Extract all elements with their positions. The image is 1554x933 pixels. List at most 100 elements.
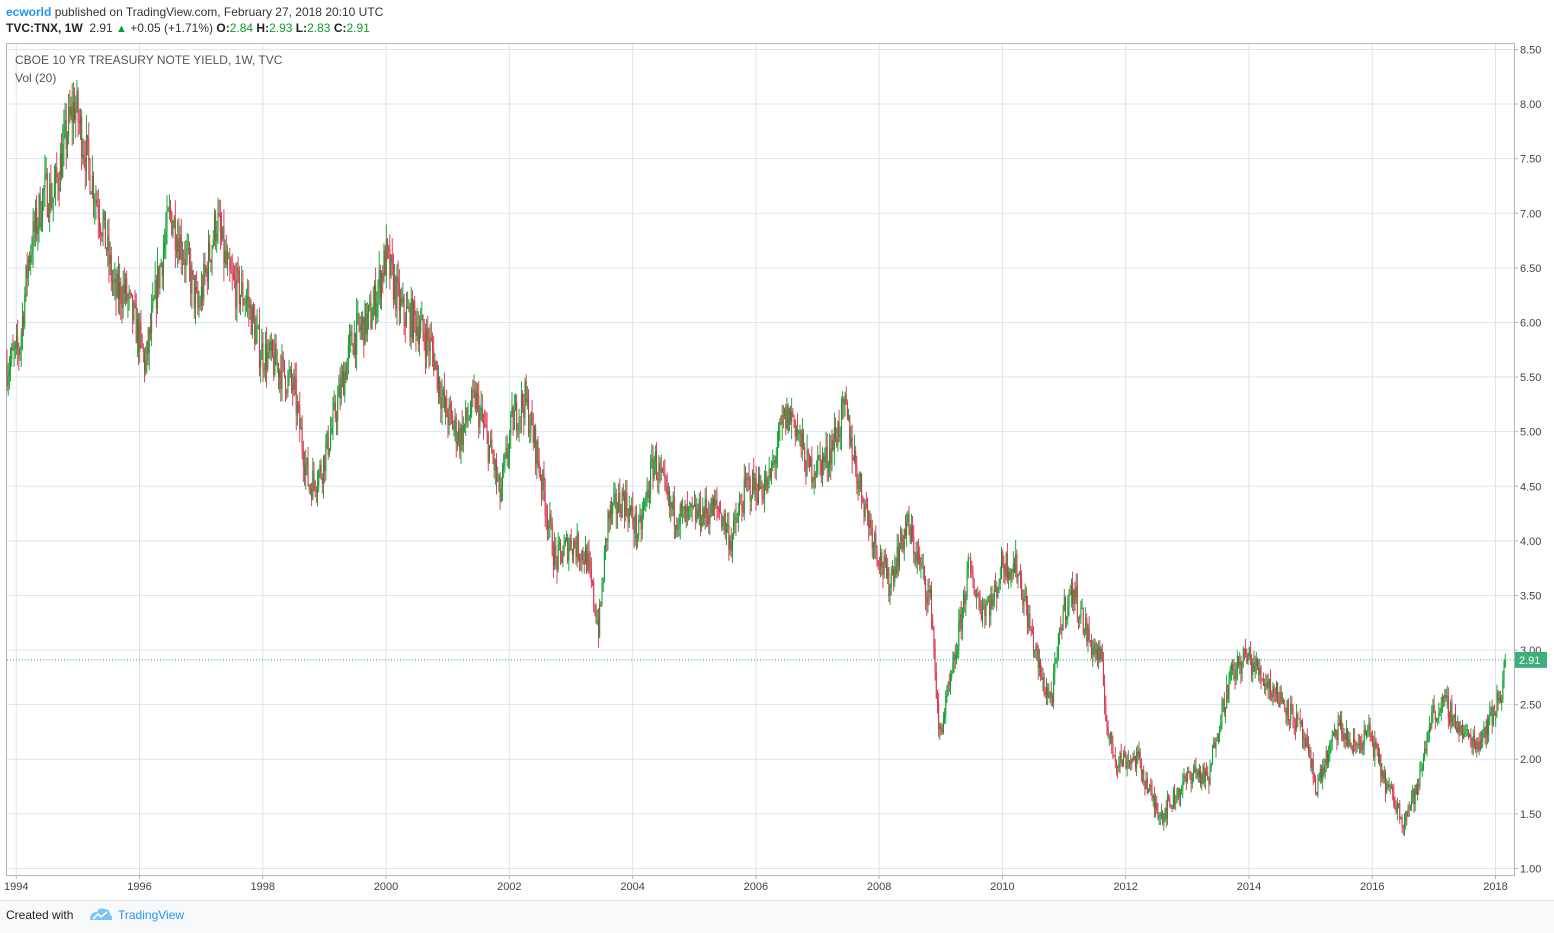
last-price-marker: 2.91 — [7, 651, 1547, 668]
candle-body — [395, 276, 397, 310]
tradingview-logo-icon[interactable] — [88, 906, 114, 924]
candle-body — [622, 491, 624, 497]
candle-body — [1331, 735, 1333, 743]
candle-body — [954, 654, 956, 661]
candle-body — [1073, 589, 1075, 604]
candle-body — [825, 446, 827, 457]
candle-body — [1477, 741, 1479, 744]
candle-body — [857, 483, 859, 490]
candle-body — [145, 361, 147, 372]
tradingview-brand-link[interactable]: TradingView — [118, 908, 185, 922]
candle-body — [523, 406, 525, 418]
candle-body — [823, 455, 825, 463]
candle-body — [1246, 655, 1248, 664]
candle-body — [142, 347, 144, 352]
candle-body — [682, 509, 684, 510]
candle-body — [164, 243, 166, 252]
candle-body — [875, 533, 877, 549]
candle-body — [542, 470, 544, 491]
candle-body — [256, 326, 258, 330]
candle-body — [440, 396, 442, 409]
time-axis[interactable]: 1994 1996 1998 2000 2002 2004 2006 2008 2010 2012… — [4, 875, 1508, 893]
candle-body — [475, 393, 477, 409]
candle-body — [1111, 731, 1113, 744]
candle-body — [731, 535, 733, 552]
symbol-label: TVC:TNX, 1W — [6, 21, 83, 35]
candle-body — [936, 698, 938, 703]
grid-lines — [7, 44, 1514, 875]
candle-body — [996, 587, 998, 598]
candle-body — [1041, 676, 1043, 680]
candle-body — [1473, 736, 1475, 743]
candle-body — [858, 480, 860, 490]
candle-body — [1031, 629, 1033, 633]
candle-body — [1056, 656, 1058, 659]
candle-body — [628, 507, 630, 523]
candle-body — [327, 431, 329, 455]
candle-body — [499, 475, 501, 502]
candle-body — [907, 513, 909, 523]
candle-body — [1449, 718, 1451, 723]
candle-body — [1313, 778, 1315, 780]
candle-body — [1062, 610, 1064, 631]
candle-body — [1213, 742, 1215, 748]
candle-body — [666, 485, 668, 496]
candle-body — [217, 214, 219, 234]
candle-body — [450, 408, 452, 416]
candle-body — [1420, 769, 1422, 772]
candle-body — [1357, 744, 1359, 746]
candle-body — [1249, 647, 1251, 660]
candle-body — [253, 306, 255, 319]
candle-body — [312, 470, 314, 500]
candle-body — [281, 356, 283, 389]
candle-body — [999, 578, 1001, 584]
candle-body — [1198, 769, 1200, 778]
candle-body — [1428, 726, 1430, 733]
price-axis[interactable]: 1.001.502.002.503.003.504.004.505.005.50… — [1514, 44, 1541, 875]
candle-body — [520, 393, 522, 418]
candle-body — [1297, 714, 1299, 719]
candle-body — [83, 154, 85, 158]
candle-body — [46, 173, 48, 217]
candle-body — [651, 458, 653, 463]
candle-body — [511, 406, 513, 415]
candle-body — [987, 601, 989, 603]
candle-body — [1251, 659, 1253, 676]
candle-body — [1144, 781, 1146, 789]
candle-body — [1086, 618, 1088, 643]
candle-body — [230, 269, 232, 274]
candle-body — [1060, 628, 1062, 631]
candle-body — [1134, 756, 1136, 768]
candle-body — [976, 593, 978, 596]
candle-body — [1347, 728, 1349, 746]
candle-body — [856, 465, 858, 484]
candle-body — [147, 341, 149, 354]
chart-header: ecworld published on TradingView.com, Fe… — [6, 4, 383, 37]
candle-body — [1168, 797, 1170, 801]
candle-body — [14, 342, 16, 350]
candle-body — [1200, 769, 1202, 785]
candle-body — [1325, 750, 1327, 765]
candle-body — [400, 298, 402, 312]
candle-body — [1064, 597, 1066, 620]
candle-body — [658, 463, 660, 481]
candle-body — [1143, 770, 1145, 782]
candle-body — [1296, 714, 1298, 729]
author-link[interactable]: ecworld — [6, 5, 52, 19]
volume-indicator-label[interactable]: Vol (20) — [15, 71, 56, 85]
candle-body — [1106, 721, 1108, 728]
price-chart[interactable]: 1.001.502.002.503.003.504.004.505.005.50… — [0, 0, 1554, 900]
candle-body — [325, 445, 327, 472]
candle-body — [184, 258, 186, 266]
candle-body — [584, 546, 586, 565]
candle-body — [989, 601, 991, 616]
candle-body — [1008, 571, 1010, 579]
candle-body — [50, 183, 52, 208]
candle-body — [952, 662, 954, 674]
candle-body — [333, 402, 335, 409]
candle-body — [1229, 669, 1231, 679]
candle-body — [872, 544, 874, 549]
candle-body — [128, 291, 130, 298]
candle-body — [1149, 785, 1151, 791]
candle-body — [774, 460, 776, 465]
